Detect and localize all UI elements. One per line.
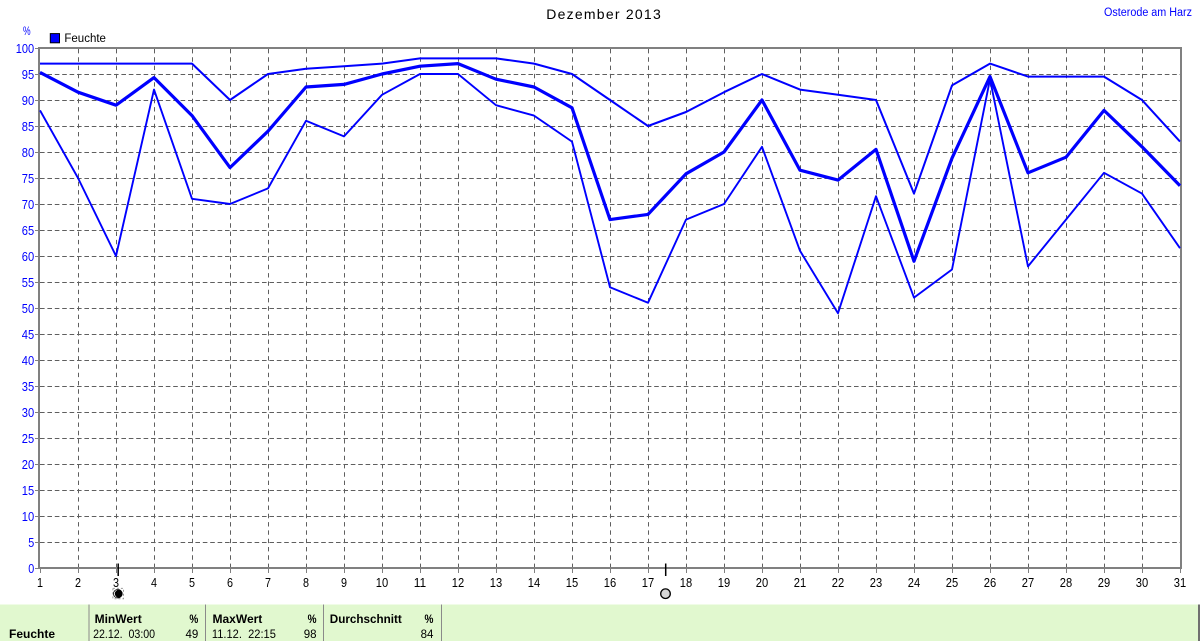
svg-text:25: 25 [22, 432, 34, 446]
svg-text:65: 65 [22, 224, 34, 238]
svg-text:17: 17 [642, 576, 654, 590]
svg-text:1: 1 [37, 576, 43, 590]
svg-text:30: 30 [1136, 576, 1148, 590]
svg-text:%: % [23, 26, 31, 38]
svg-text:8: 8 [303, 576, 309, 590]
svg-text:3: 3 [113, 576, 119, 590]
svg-text:31: 31 [1174, 576, 1186, 590]
svg-text:85: 85 [22, 120, 34, 134]
svg-text:20: 20 [756, 576, 768, 590]
svg-text:98: 98 [304, 629, 317, 641]
svg-text:60: 60 [22, 250, 34, 264]
svg-text:30: 30 [22, 406, 34, 420]
svg-text:5: 5 [189, 576, 195, 590]
svg-text:20: 20 [22, 458, 34, 472]
svg-text:35: 35 [22, 380, 34, 394]
svg-text:11: 11 [414, 576, 426, 590]
svg-text:11.12. 22:15: 11.12. 22:15 [212, 629, 276, 641]
svg-text:10: 10 [376, 576, 388, 590]
svg-text:Osterode am Harz: Osterode am Harz [1104, 7, 1192, 19]
svg-text:Durchschnitt: Durchschnitt [330, 612, 402, 626]
svg-text:21: 21 [794, 576, 806, 590]
svg-text:70: 70 [22, 198, 34, 212]
svg-text:MinWert: MinWert [95, 612, 142, 626]
svg-text:10: 10 [22, 510, 34, 524]
svg-text:2: 2 [75, 576, 81, 590]
svg-text:9: 9 [341, 576, 347, 590]
svg-text:40: 40 [22, 354, 34, 368]
svg-text:18: 18 [680, 576, 692, 590]
svg-text:%: % [189, 612, 198, 626]
svg-text:12: 12 [452, 576, 464, 590]
svg-text:15: 15 [22, 484, 34, 498]
svg-text:MaxWert: MaxWert [213, 612, 263, 626]
svg-text:23: 23 [870, 576, 882, 590]
svg-text:0: 0 [28, 562, 34, 576]
svg-text:55: 55 [22, 276, 34, 290]
svg-text:%: % [425, 612, 434, 626]
svg-text:28: 28 [1060, 576, 1072, 590]
svg-text:16: 16 [604, 576, 616, 590]
svg-text:50: 50 [22, 302, 34, 316]
svg-text:15: 15 [566, 576, 578, 590]
svg-text:80: 80 [22, 146, 34, 160]
svg-text:5: 5 [28, 536, 34, 550]
svg-text:75: 75 [22, 172, 34, 186]
svg-text:Dezember 2013: Dezember 2013 [546, 6, 661, 22]
svg-text:13: 13 [490, 576, 502, 590]
svg-text:22.12. 03:00: 22.12. 03:00 [93, 629, 155, 641]
svg-text:Feuchte: Feuchte [9, 627, 55, 641]
svg-text:7: 7 [265, 576, 271, 590]
svg-text:Feuchte: Feuchte [64, 33, 106, 45]
svg-text:4: 4 [151, 576, 157, 590]
svg-text:84: 84 [421, 629, 434, 641]
svg-text:27: 27 [1022, 576, 1034, 590]
svg-text:45: 45 [22, 328, 34, 342]
svg-text:49: 49 [186, 629, 199, 641]
svg-text:14: 14 [528, 576, 540, 590]
svg-text:24: 24 [908, 576, 920, 590]
svg-text:19: 19 [718, 576, 730, 590]
svg-text:26: 26 [984, 576, 996, 590]
svg-text:6: 6 [227, 576, 233, 590]
svg-text:22: 22 [832, 576, 844, 590]
svg-text:90: 90 [22, 94, 34, 108]
svg-text:100: 100 [16, 42, 34, 56]
svg-text:29: 29 [1098, 576, 1110, 590]
svg-text:95: 95 [22, 68, 34, 82]
svg-text:%: % [308, 612, 317, 626]
svg-text:25: 25 [946, 576, 958, 590]
